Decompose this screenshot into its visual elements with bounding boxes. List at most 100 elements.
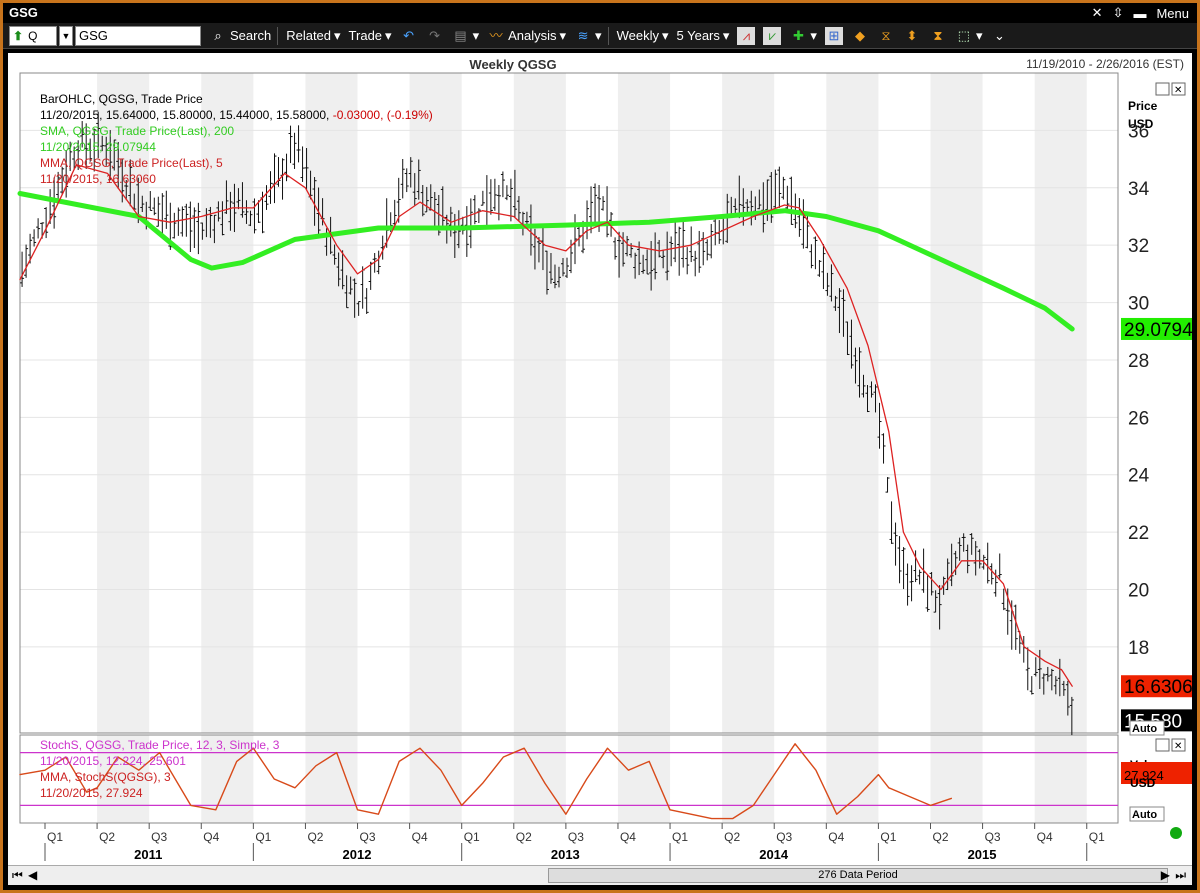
quarter-label: Q1 <box>255 830 271 844</box>
redo-button[interactable]: ↷ <box>426 27 444 45</box>
price-tick-label: 36 <box>1128 121 1149 142</box>
price-tick-label: 30 <box>1128 294 1149 315</box>
price-panel-border <box>19 72 1119 734</box>
analysis-menu[interactable]: 〰 Analysis ▾ <box>487 27 566 45</box>
related-menu[interactable]: Related ▾ <box>286 27 341 44</box>
quarter-label: Q3 <box>985 830 1001 844</box>
periodicity-menu[interactable]: Weekly ▾ <box>616 27 669 44</box>
price-legend-line: 11/20/2015, 15.64000, 15.80000, 15.44000… <box>40 108 433 122</box>
year-label: 2015 <box>968 847 997 862</box>
zoom-vertical-button[interactable]: ⬍ <box>903 27 921 45</box>
price-tick-label: 20 <box>1128 581 1149 602</box>
zoom-box-button[interactable]: ⊞ <box>824 26 843 45</box>
panel-minimize-icon <box>1155 738 1170 752</box>
window-title: GSG <box>9 5 38 20</box>
stoch-legend-line: 11/20/2015, 12.224, 25.601 <box>40 754 186 768</box>
price-tick-label: 34 <box>1128 179 1150 200</box>
more-tools-button[interactable]: ⌄ <box>990 27 1008 45</box>
scroll-left-right-button[interactable]: ◆ <box>851 27 869 45</box>
price-auto-button-bg <box>1129 720 1165 736</box>
hourglass-icon: ⧗ <box>933 27 943 43</box>
price-tick-label: 22 <box>1128 523 1149 544</box>
year-label: 2011 <box>134 847 162 862</box>
quarter-band <box>201 73 254 733</box>
panel-close-glyph: ✕ <box>1174 85 1182 96</box>
scroll-right-end-icon[interactable]: ⏭ <box>1175 868 1186 882</box>
price-tick-label: 28 <box>1128 351 1149 372</box>
price-tick-label: 26 <box>1128 408 1149 429</box>
zoom-box-icon: ⊞ <box>824 26 843 45</box>
range-menu[interactable]: 5 Years ▾ <box>676 27 730 44</box>
scroll-thumb[interactable]: 276 Data Period <box>548 868 1168 883</box>
chevron-down-icon[interactable]: ▼ <box>59 25 73 46</box>
price-axis-label: Price <box>1128 99 1158 113</box>
scroll-right-icon[interactable]: ▶ <box>1160 868 1170 882</box>
quarter-label: Q1 <box>1089 830 1105 844</box>
restore-icon[interactable]: ⇳ <box>1112 5 1124 20</box>
stoch-auto-button-bg <box>1129 806 1165 822</box>
analysis-icon: 〰 <box>489 27 503 43</box>
quarter-band <box>1034 73 1087 733</box>
mma-value-badge: 16.6306 <box>1124 677 1192 698</box>
chart-title: Weekly QGSG <box>469 57 557 72</box>
mma-value-badge-bg <box>1121 675 1192 698</box>
quarter-label: Q3 <box>360 830 376 844</box>
title-bar: GSG ✕ ⇳ ▬ Menu <box>3 3 1197 23</box>
panel-close-icon <box>1171 82 1186 96</box>
search-button[interactable]: ⌕ Search <box>209 27 271 45</box>
year-label: 2012 <box>343 847 372 862</box>
quarter-label: Q2 <box>516 830 532 844</box>
scroll-end-button[interactable]: ⧖ <box>877 27 895 45</box>
quarter-label: Q2 <box>99 830 115 844</box>
undo-button[interactable]: ↶ <box>400 27 418 45</box>
quarter-band <box>513 73 566 733</box>
quarter-band <box>722 73 775 733</box>
search-icon: ⌕ <box>214 27 222 43</box>
price-legend-line: SMA, QGSG, Trade Price(Last), 200 <box>40 124 234 138</box>
quarter-band <box>826 73 879 733</box>
chart-panel: Weekly QGSG 11/19/2010 - 2/26/2016 (EST)… <box>8 53 1192 865</box>
quarter-band <box>722 735 775 823</box>
quarter-band <box>1034 735 1087 823</box>
compare-chart-button[interactable]: ⩗ <box>763 26 782 45</box>
minimize-icon[interactable]: ▬ <box>1133 5 1147 21</box>
line-chart-button[interactable]: ⩘ <box>737 26 756 45</box>
redo-icon: ↷ <box>429 27 441 43</box>
close-icon[interactable]: ✕ <box>1091 5 1103 20</box>
panel-minimize-icon <box>1155 82 1170 96</box>
scroll-left-icon[interactable]: ◀ <box>28 868 38 882</box>
quarter-label: Q4 <box>412 830 428 844</box>
quarter-band <box>930 735 983 823</box>
chart-svg[interactable]: Price USD 18 20 22 24 26 28 30 32 34 36 29.0794 16.63… <box>8 53 1192 865</box>
quarter-band <box>826 735 879 823</box>
symbol-type-selector[interactable]: ⬆ Q <box>9 25 57 46</box>
select-tool-button[interactable]: ⬚ ▾ <box>955 27 983 45</box>
horizontal-scrollbar[interactable]: ⏮ ◀ 276 Data Period ▶ ⏭ <box>8 865 1192 885</box>
hourglass-button[interactable]: ⧗ <box>929 27 947 45</box>
scroll-left-end-icon[interactable]: ⏮ <box>12 868 23 882</box>
price-legend-line: MMA, QGSG, Trade Price(Last), 5 <box>40 156 223 170</box>
sma-value-badge: 29.0794 <box>1124 320 1192 341</box>
quarter-band <box>409 73 462 733</box>
folder-button[interactable]: ▤ ▾ <box>452 27 479 45</box>
quarter-band <box>97 735 150 823</box>
toolbar-separator <box>607 26 609 45</box>
price-tick-label: 18 <box>1128 638 1149 659</box>
price-tick-label: 24 <box>1128 466 1150 487</box>
wave-button[interactable]: ≋ ▾ <box>574 27 602 45</box>
undo-icon: ↶ <box>403 27 415 43</box>
crosshair-button[interactable]: ✚ ▾ <box>789 27 817 45</box>
scroll-end-icon: ⧖ <box>881 27 891 43</box>
price-axis-unit: USD <box>1128 117 1154 131</box>
sma-value-badge-bg <box>1121 317 1192 340</box>
stoch-value-badge-bg <box>1121 762 1192 784</box>
stoch-axis-unit: USD <box>1130 776 1156 790</box>
line-chart-icon: ⩘ <box>737 26 756 45</box>
menu-button[interactable]: Menu <box>1156 5 1189 21</box>
quarter-band <box>930 73 983 733</box>
quarter-band <box>305 73 358 733</box>
stoch-panel-border <box>19 734 1119 824</box>
stoch-line <box>19 743 952 820</box>
trade-menu[interactable]: Trade ▾ <box>348 27 392 44</box>
symbol-input[interactable]: GSG <box>75 25 201 46</box>
